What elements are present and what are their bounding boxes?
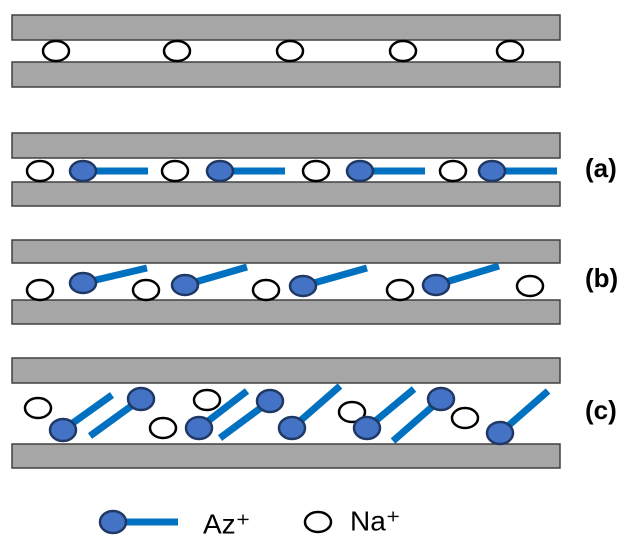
label-a: (a) (585, 153, 617, 183)
label-b: (b) (585, 263, 618, 293)
legend-az: Az⁺ (203, 508, 250, 538)
label-c: (c) (585, 395, 617, 425)
plates (12, 15, 560, 468)
diagram: (a) (b) (c) Az⁺ Na⁺ (0, 0, 630, 538)
legend-na: Na⁺ (350, 505, 401, 536)
page: (a) (b) (c) Az⁺ Na⁺ (() => { const data … (0, 0, 630, 538)
legend: Az⁺ Na⁺ (100, 505, 401, 538)
